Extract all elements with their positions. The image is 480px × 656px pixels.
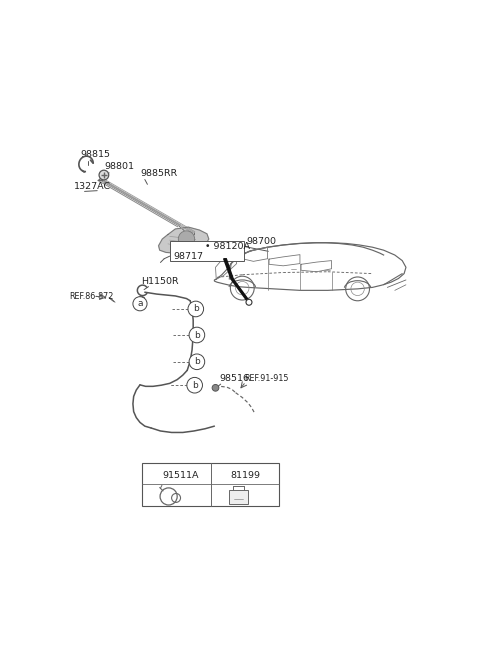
Text: 98815: 98815 (81, 150, 110, 159)
Text: REF.91-915: REF.91-915 (244, 374, 288, 382)
Text: b: b (192, 380, 198, 390)
Text: 91511A: 91511A (163, 471, 199, 480)
Text: • 98120A: • 98120A (205, 242, 250, 251)
Text: 9885RR: 9885RR (140, 169, 177, 178)
Circle shape (246, 299, 252, 305)
Text: b: b (194, 358, 200, 366)
Circle shape (188, 301, 204, 317)
Bar (229, 490, 248, 504)
Text: 98717: 98717 (173, 253, 204, 261)
Circle shape (148, 470, 160, 482)
Circle shape (133, 297, 147, 311)
Text: H1150R: H1150R (141, 277, 179, 286)
Circle shape (216, 470, 228, 482)
Circle shape (189, 327, 204, 343)
Text: b: b (193, 304, 199, 314)
Polygon shape (158, 227, 209, 254)
Text: 98700: 98700 (246, 237, 276, 247)
Text: b: b (194, 331, 200, 340)
Polygon shape (224, 258, 233, 279)
Text: b: b (219, 471, 225, 480)
Circle shape (212, 384, 219, 391)
Text: REF.86-872: REF.86-872 (69, 292, 114, 301)
Text: 1327AC: 1327AC (74, 182, 111, 191)
Polygon shape (231, 279, 250, 302)
Circle shape (189, 354, 204, 369)
Circle shape (187, 377, 203, 393)
Text: 81199: 81199 (231, 471, 261, 480)
Circle shape (206, 243, 215, 252)
Text: 98801: 98801 (104, 162, 134, 171)
Bar (170, 241, 244, 260)
Circle shape (178, 231, 195, 247)
Text: 98516: 98516 (219, 375, 249, 383)
Text: a: a (137, 299, 143, 308)
Circle shape (99, 170, 109, 180)
Bar (142, 463, 279, 506)
Text: a: a (151, 471, 156, 480)
